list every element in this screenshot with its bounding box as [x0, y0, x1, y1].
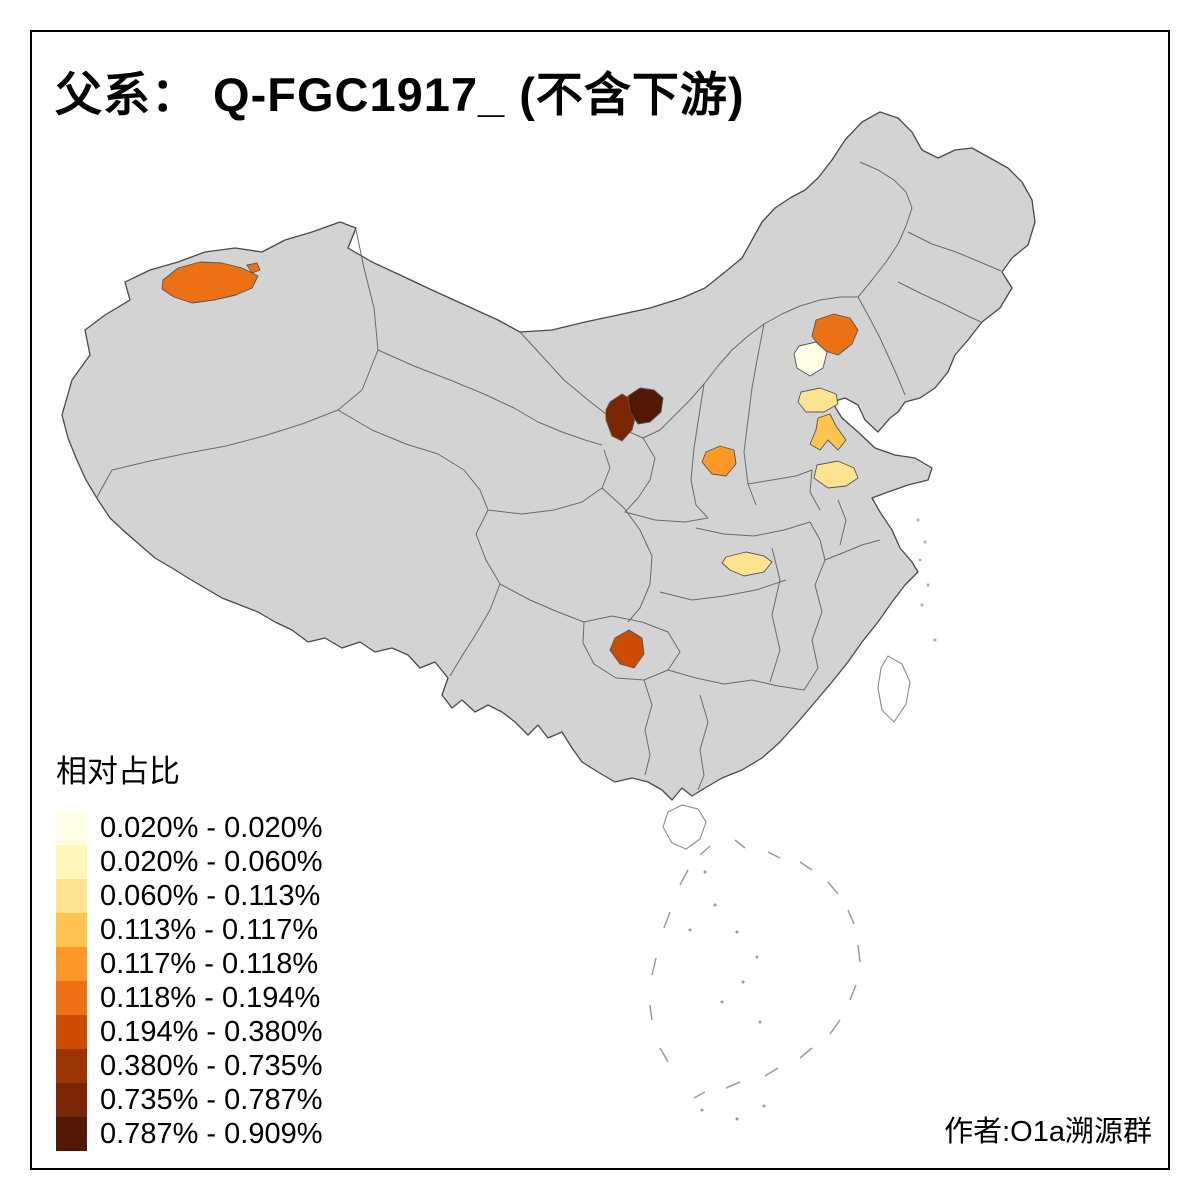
highlighted-regions: [161, 261, 859, 669]
choropleth-region-shanxi-south: [701, 445, 737, 477]
province-border-line: [907, 231, 1002, 272]
province-border-line: [667, 669, 805, 691]
province-border-line: [499, 583, 585, 623]
legend-label: 0.735% - 0.787%: [100, 1083, 323, 1116]
legend-item: 0.117% - 0.118%: [56, 947, 322, 981]
legend-swatch: [56, 913, 87, 947]
legend-label: 0.380% - 0.735%: [100, 1049, 323, 1082]
province-border-line: [601, 487, 653, 623]
province-border-line: [824, 539, 881, 561]
choropleth-region-guizhou-north: [609, 629, 645, 669]
choropleth-region-beijing: [793, 341, 828, 377]
legend-swatch: [56, 947, 87, 981]
legend-label: 0.020% - 0.060%: [100, 845, 323, 878]
province-border-line: [803, 559, 826, 691]
south-china-sea-dashes: [649, 839, 861, 1121]
legend-item: 0.020% - 0.020%: [56, 811, 322, 845]
islands: [662, 518, 937, 850]
choropleth-region-hunan-north: [721, 551, 773, 577]
choropleth-region-hebei-south: [809, 413, 847, 451]
page-title: 父系： Q-FGC1917_ (不含下游): [55, 68, 745, 121]
legend-item: 0.020% - 0.060%: [56, 845, 322, 879]
legend-label: 0.194% - 0.380%: [100, 1015, 323, 1048]
legend-item: 0.118% - 0.194%: [56, 981, 322, 1015]
province-border-line: [96, 229, 379, 498]
province-border-line: [809, 521, 826, 561]
legend: 相对占比 0.020% - 0.020% 0.020% - 0.060% 0.0…: [56, 746, 322, 1151]
legend-swatch: [56, 1117, 87, 1151]
province-border-line: [449, 509, 501, 677]
province-border-line: [857, 161, 913, 298]
province-border-line: [857, 296, 906, 396]
province-border-line: [690, 383, 709, 519]
legend-swatch: [56, 845, 87, 879]
hainan-island: [662, 804, 707, 850]
legend-swatch: [56, 981, 87, 1015]
province-border-line: [519, 296, 858, 439]
legend-item: 0.113% - 0.117%: [56, 913, 322, 947]
choropleth-region-hebei-central: [797, 387, 839, 413]
legend-label: 0.118% - 0.194%: [100, 981, 321, 1014]
province-border-line: [643, 679, 653, 776]
choropleth-region-ningxia-east: [627, 387, 664, 425]
province-borders: [96, 161, 1002, 791]
coastal-islets: [916, 518, 937, 642]
choropleth-region-northwest-xinjiang: [161, 261, 259, 304]
choropleth-region-northwest-xinjiang-enclave: [246, 262, 261, 274]
province-border-line: [769, 547, 781, 683]
province-border-line: [747, 469, 821, 511]
province-border-line: [837, 499, 847, 546]
legend-label: 0.117% - 0.118%: [100, 947, 319, 980]
province-border-line: [897, 281, 982, 323]
author-credit: 作者:O1a溯源群: [944, 1116, 1152, 1148]
province-border-line: [377, 349, 603, 446]
legend-swatch: [56, 811, 87, 845]
province-border-line: [659, 579, 787, 601]
legend-title: 相对占比: [56, 754, 180, 789]
mainland-outline: [61, 111, 1036, 801]
province-border-line: [487, 449, 611, 515]
choropleth-region-shandong-west: [813, 460, 859, 489]
legend-item: 0.060% - 0.113%: [56, 879, 322, 913]
choropleth-region-hebei-northeast: [811, 313, 859, 356]
legend-item: 0.787% - 0.909%: [56, 1117, 322, 1151]
legend-swatch: [56, 1083, 87, 1117]
choropleth-region-ningxia-west: [605, 393, 637, 442]
legend-swatch: [56, 1049, 87, 1083]
province-border-line: [624, 437, 709, 523]
legend-item: 0.380% - 0.735%: [56, 1049, 322, 1083]
province-border-line: [337, 409, 489, 511]
legend-swatch: [56, 1015, 87, 1049]
province-border-line: [697, 694, 709, 791]
taiwan-island: [877, 655, 911, 723]
legend-label: 0.787% - 0.909%: [100, 1117, 323, 1150]
province-border-line: [695, 521, 811, 537]
legend-item: 0.194% - 0.380%: [56, 1015, 322, 1049]
legend-label: 0.113% - 0.117%: [100, 913, 319, 946]
legend-swatch: [56, 879, 87, 913]
legend-label: 0.060% - 0.113%: [100, 879, 321, 912]
legend-item: 0.735% - 0.787%: [56, 1083, 322, 1117]
legend-label: 0.020% - 0.020%: [100, 811, 323, 844]
sea-islets: [688, 870, 766, 1121]
